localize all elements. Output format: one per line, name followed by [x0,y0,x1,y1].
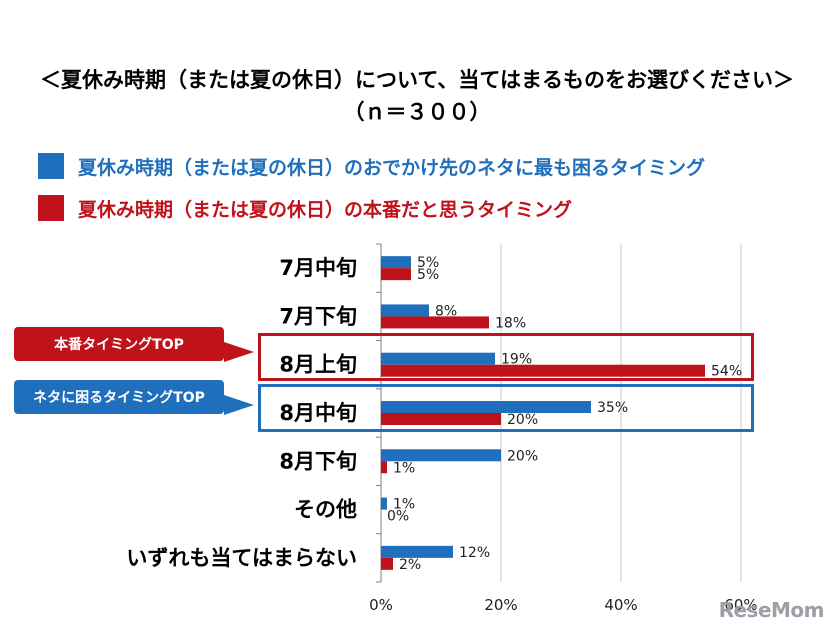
data-label: 20% [507,412,538,428]
bar-blue [381,401,591,413]
bar-red [381,364,705,377]
callout-trouble-top: ネタに困るタイミングTOP [14,380,224,414]
highlight-box-top-peak [258,333,754,381]
data-label: 19% [501,352,532,368]
x-tick-label: 0% [369,596,393,614]
bar-blue [381,497,387,510]
data-label: 18% [495,315,526,331]
data-label: 1% [393,460,415,476]
bar-red [381,316,489,329]
callout-pointer-red [224,342,254,362]
resemom-watermark: ReseMom [718,598,825,622]
category-label: 8月下旬 [279,449,357,473]
bar-red [381,413,501,425]
legend-item-blue: 夏休み時期（または夏の休日）のおでかけ先のネタに最も困るタイミング [38,152,705,180]
category-label: その他 [294,498,357,522]
x-tick-label: 40% [604,596,637,614]
legend-item-red: 夏休み時期（または夏の休日）の本番だと思うタイミング [38,194,572,222]
category-label: 8月中旬 [279,401,357,425]
legend-swatch-blue [38,153,64,179]
callout-pointer-blue [224,395,254,415]
data-label: 35% [597,400,628,416]
data-label: 1% [393,497,415,513]
data-label: 54% [711,364,742,380]
chart-title: ＜夏休み時期（または夏の休日）について、当てはまるものをお選びください＞ [40,68,794,92]
category-label: 7月下旬 [279,304,357,328]
bar-blue [381,352,495,365]
bar-blue [381,304,429,317]
highlight-box-top-trouble [258,384,754,432]
category-label: 7月中旬 [279,256,357,280]
callout-peak-top: 本番タイミングTOP [14,327,224,361]
data-label: 5% [417,255,439,271]
data-label: 5% [417,267,439,283]
data-label: 2% [399,557,421,573]
legend-swatch-red [38,195,64,221]
x-tick-label: 60% [724,596,757,614]
data-label: 12% [459,545,490,561]
bar-blue [381,256,411,269]
x-tick-label: 20% [484,596,517,614]
chart-subtitle: （ｎ＝３００） [343,100,491,124]
bar-red [381,557,393,570]
legend-label-red: 夏休み時期（または夏の休日）の本番だと思うタイミング [78,198,573,221]
bar-red [381,461,387,474]
bar-blue [381,545,453,558]
data-label: 0% [387,509,409,525]
bar-red [381,268,411,281]
data-label: 8% [435,303,457,319]
legend-label-blue: 夏休み時期（または夏の休日）のおでかけ先のネタに最も困るタイミング [78,156,706,179]
category-label: いずれも当てはまらない [126,546,357,570]
data-label: 20% [507,448,538,464]
category-label: 8月上旬 [279,353,357,377]
bar-blue [381,449,501,462]
